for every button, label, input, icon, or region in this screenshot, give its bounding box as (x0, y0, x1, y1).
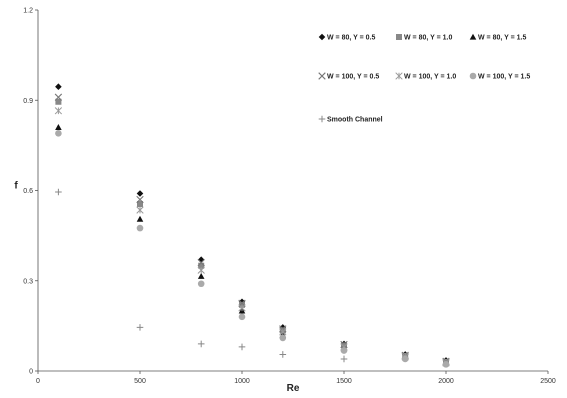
legend-entry: W = 100, Y = 1.0 (395, 72, 456, 81)
data-point (238, 313, 246, 321)
legend-label: W = 100, Y = 1.0 (404, 74, 456, 81)
legend-marker (469, 72, 477, 80)
legend-entry: W = 80, Y = 0.5 (318, 33, 375, 42)
legend-entry: W = 100, Y = 0.5 (318, 72, 379, 81)
legend-label: W = 100, Y = 1.5 (478, 74, 530, 81)
y-tick-label: 0.9 (23, 98, 33, 105)
axes (35, 9, 549, 374)
series-5 (55, 130, 450, 368)
data-point (55, 98, 62, 105)
series-3 (54, 93, 450, 366)
x-axis-title: Re (287, 383, 300, 394)
legend-entry: W = 100, Y = 1.5 (469, 72, 530, 81)
data-point (401, 355, 409, 363)
series-0 (55, 83, 450, 364)
data-point (279, 334, 287, 342)
series-4 (54, 107, 450, 367)
legend-label: Smooth Channel (327, 117, 383, 124)
y-tick-label: 0 (29, 369, 33, 376)
data-point (238, 343, 246, 351)
data-point (197, 256, 205, 263)
data-point (136, 224, 144, 232)
data-point (238, 304, 246, 312)
legend-label: W = 80, Y = 1.5 (478, 35, 526, 42)
x-tick-label: 2500 (540, 378, 556, 385)
legend-marker (395, 72, 403, 80)
legend: W = 80, Y = 0.5 W = 80, Y = 1.0 W = 80, Y … (318, 33, 530, 124)
legend-label: W = 100, Y = 0.5 (327, 74, 379, 81)
y-tick-label: 0.3 (23, 278, 33, 285)
data-point (198, 262, 205, 269)
data-point (137, 201, 143, 208)
legend-label: W = 80, Y = 1.0 (404, 35, 452, 42)
data-point (55, 130, 62, 137)
data-point (136, 215, 144, 222)
series-1 (55, 98, 449, 365)
data-point (136, 324, 144, 331)
data-point (55, 188, 62, 196)
data-point (197, 259, 205, 267)
data-point (442, 361, 450, 368)
data-point (55, 83, 62, 91)
legend-label: W = 80, Y = 0.5 (327, 35, 375, 42)
legend-marker (469, 33, 477, 40)
data-point (340, 347, 348, 354)
series-2 (55, 124, 450, 367)
legend-marker (318, 72, 326, 80)
y-axis-title: f (14, 181, 18, 192)
x-tick-label: 1500 (336, 378, 352, 385)
data-point (279, 351, 287, 358)
data-point (197, 272, 205, 279)
data-point (197, 266, 205, 274)
data-point (136, 190, 144, 197)
data-point (54, 93, 63, 101)
data-point (54, 107, 63, 115)
tick-labels: 0 500 1000 1500 2000 2500 0 0.3 0.6 0.9 1.2 (23, 8, 556, 386)
legend-entry: W = 80, Y = 1.0 (396, 34, 452, 42)
legend-marker (318, 115, 326, 123)
x-tick-label: 0 (36, 378, 40, 385)
data-point (238, 298, 246, 306)
data-point (197, 340, 205, 348)
x-tick-label: 1000 (234, 378, 250, 385)
y-tick-label: 0.6 (23, 188, 33, 195)
legend-entry: W = 80, Y = 1.5 (469, 33, 526, 42)
x-tick-label: 500 (134, 378, 146, 385)
y-tick-label: 1.2 (23, 8, 33, 15)
legend-marker (396, 34, 402, 40)
data-point (197, 280, 205, 288)
data-points (54, 83, 450, 368)
x-tick-label: 2000 (438, 378, 454, 385)
data-point (340, 355, 348, 363)
data-point (55, 124, 62, 130)
legend-marker (318, 33, 326, 41)
series-6 (55, 188, 348, 363)
data-point (136, 206, 144, 214)
data-point (279, 328, 287, 336)
legend-entry: Smooth Channel (318, 115, 383, 124)
data-point (136, 195, 144, 204)
